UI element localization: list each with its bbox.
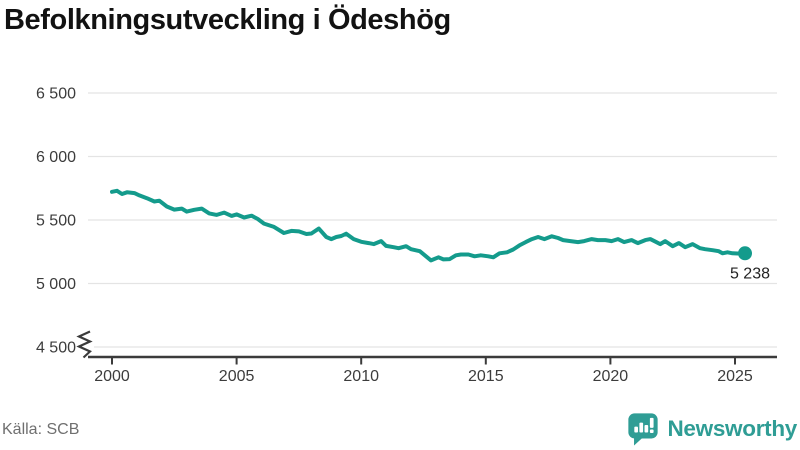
x-tick-label-2000: 2000 xyxy=(94,368,130,385)
x-tick-label-2015: 2015 xyxy=(468,368,504,385)
y-axis-labels: 6 500 6 000 5 500 5 000 4 500 xyxy=(36,86,76,357)
y-tick-label-5500: 5 500 xyxy=(36,213,76,230)
source-note: Källa: SCB xyxy=(2,421,80,438)
x-axis-labels: 2000 2005 2010 2015 2020 2025 xyxy=(94,368,753,385)
logo-bar-3 xyxy=(644,425,649,433)
y-tick-label-6000: 6 000 xyxy=(36,149,76,166)
newsworthy-branding: Newsworthy xyxy=(626,411,797,447)
newsworthy-logo-icon xyxy=(628,413,659,446)
last-value-dot xyxy=(738,246,752,261)
x-axis-ticks xyxy=(111,357,736,365)
y-tick-label-5000: 5 000 xyxy=(36,276,76,293)
page-title: Befolkningsutveckling i Ödeshög xyxy=(4,4,451,36)
newsworthy-logo-text: Newsworthy xyxy=(667,416,797,441)
gridlines xyxy=(88,92,777,348)
x-tick-label-2010: 2010 xyxy=(343,368,379,385)
logo-exclamation-dot xyxy=(650,429,655,433)
logo-exclamation-bar xyxy=(650,417,655,428)
x-tick-label-2005: 2005 xyxy=(219,368,255,385)
logo-bar-1 xyxy=(634,426,639,433)
x-tick-label-2020: 2020 xyxy=(593,368,629,385)
logo-bar-2 xyxy=(639,422,644,433)
population-line-series xyxy=(110,188,747,263)
x-tick-label-2025: 2025 xyxy=(717,368,753,385)
last-value-label: 5 238 xyxy=(730,265,770,282)
y-axis-break-icon xyxy=(76,330,93,359)
y-tick-label-6500: 6 500 xyxy=(36,86,76,103)
y-tick-label-4500: 4 500 xyxy=(36,340,76,357)
